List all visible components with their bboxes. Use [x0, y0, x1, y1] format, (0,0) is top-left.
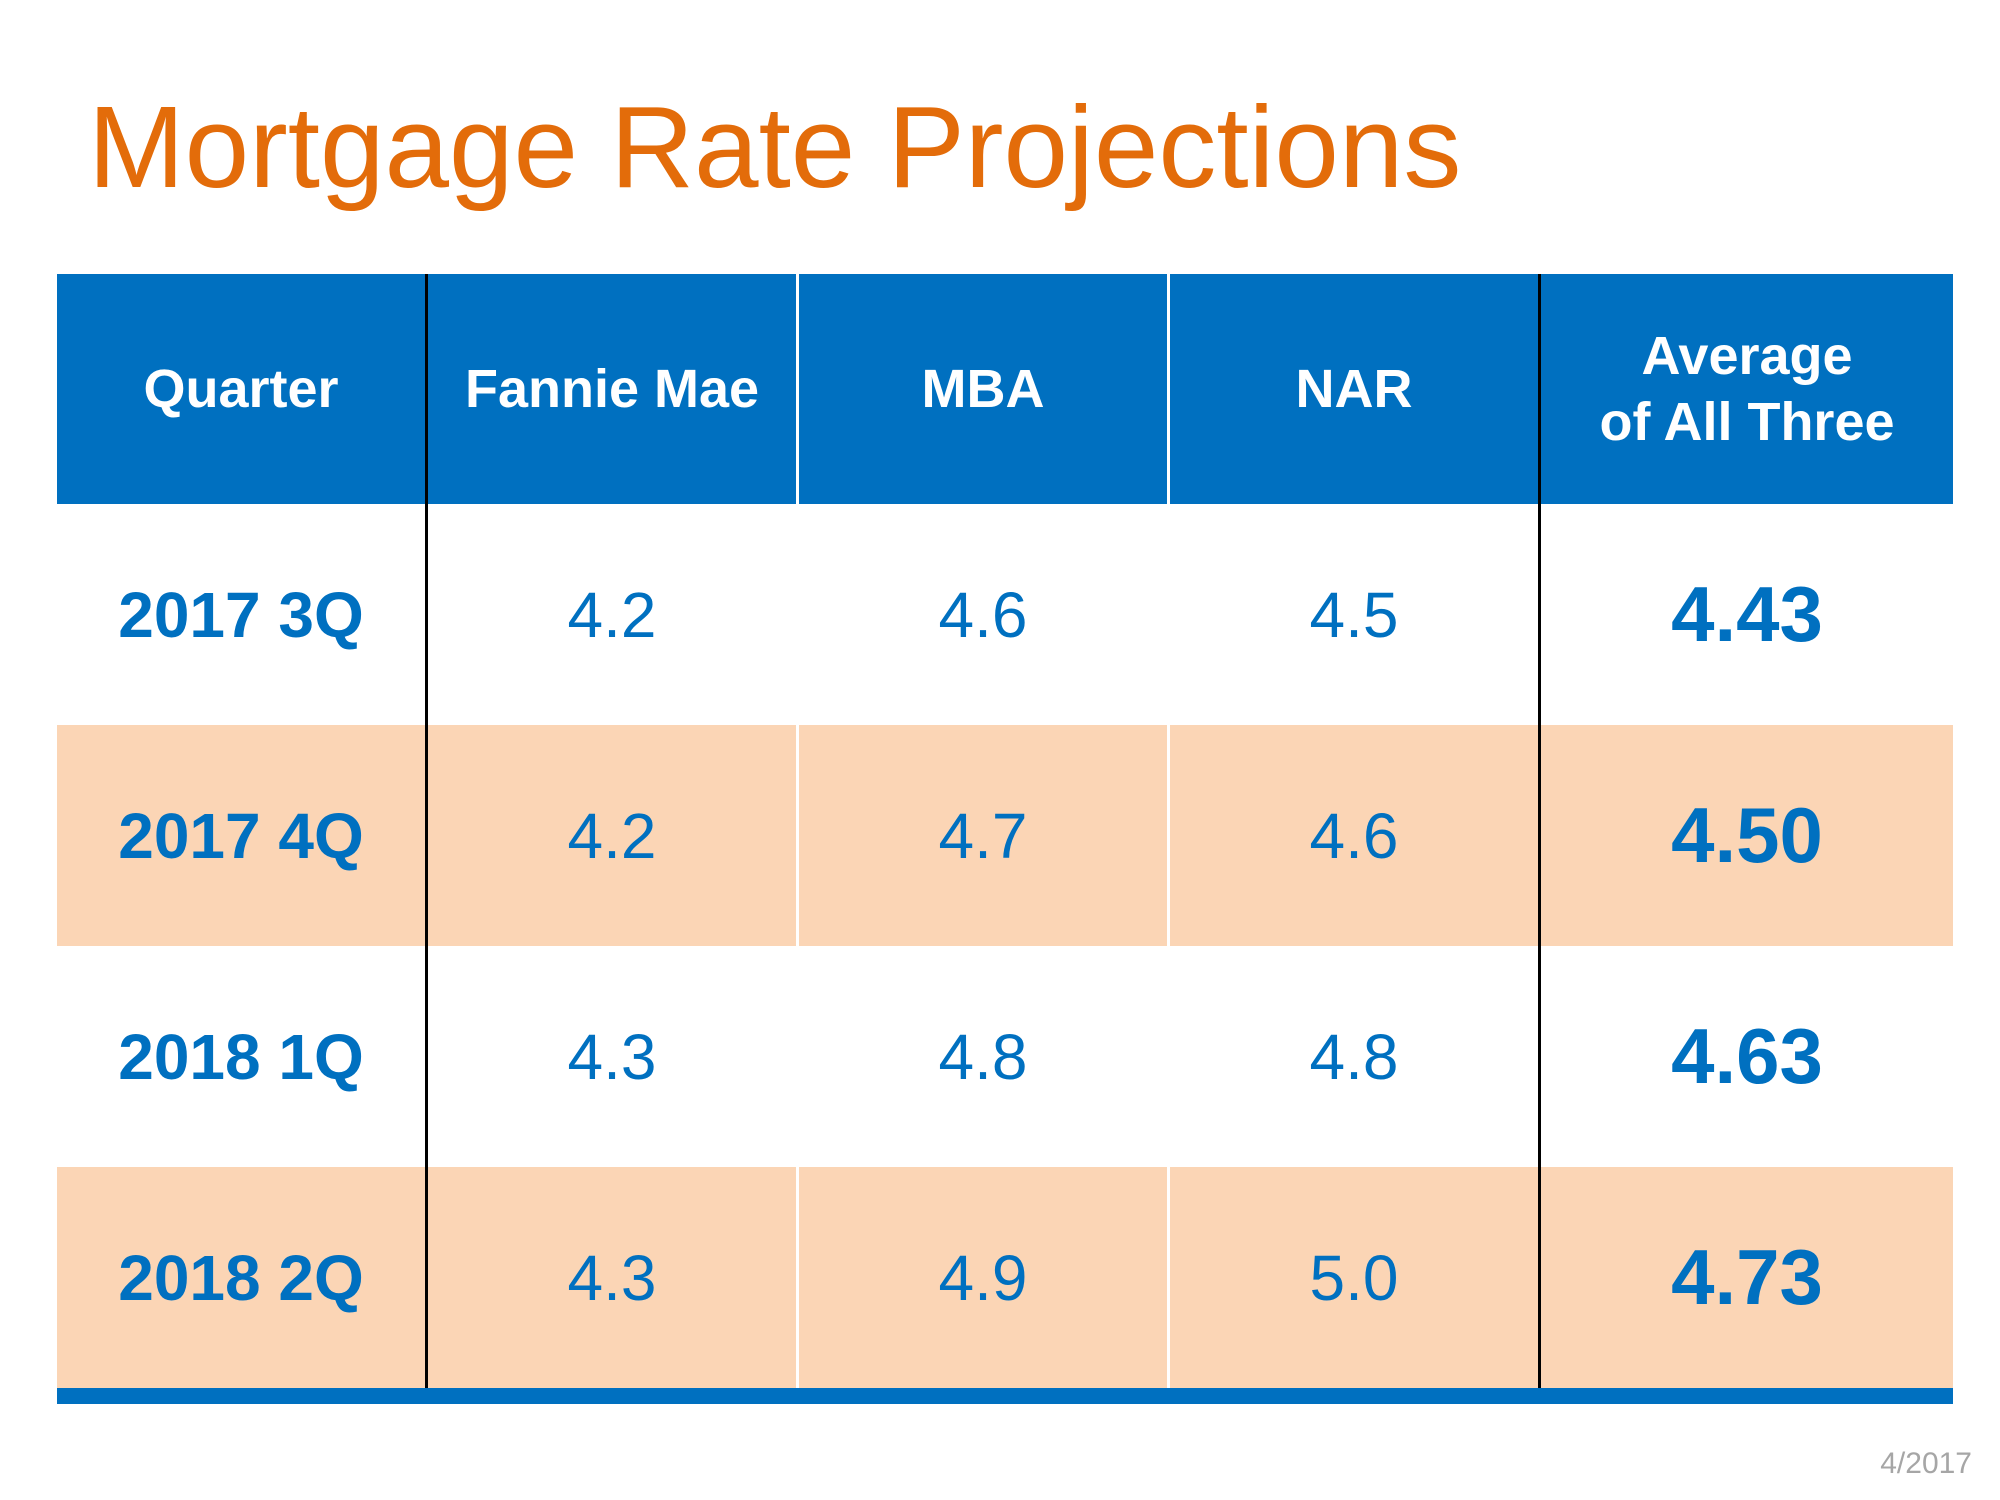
table-row-3-average: 4.63	[1541, 946, 1953, 1167]
table-grid: Quarter Fannie Mae MBA NAR Average of Al…	[57, 274, 1953, 1388]
header-fannie-mae: Fannie Mae	[428, 274, 799, 504]
table-row-1-quarter: 2017 3Q	[57, 504, 428, 725]
table-row-2-quarter: 2017 4Q	[57, 725, 428, 946]
header-quarter: Quarter	[57, 274, 428, 504]
table-row-2-mba: 4.7	[799, 725, 1170, 946]
table-row-1-nar: 4.5	[1170, 504, 1541, 725]
table-row-3-nar: 4.8	[1170, 946, 1541, 1167]
table-row-4-mba: 4.9	[799, 1167, 1170, 1388]
table-row-2-average: 4.50	[1541, 725, 1953, 946]
slide-title: Mortgage Rate Projections	[88, 82, 1462, 212]
header-average: Average of All Three	[1541, 274, 1953, 504]
table-row-4-fannie-mae: 4.3	[428, 1167, 799, 1388]
header-average-line2: of All Three	[1599, 392, 1895, 452]
table-row-1-mba: 4.6	[799, 504, 1170, 725]
table-row-2-nar: 4.6	[1170, 725, 1541, 946]
table-row-3-fannie-mae: 4.3	[428, 946, 799, 1167]
table-bottom-bar	[57, 1388, 1953, 1404]
rate-projections-table: Quarter Fannie Mae MBA NAR Average of Al…	[57, 274, 1953, 1404]
table-row-4-quarter: 2018 2Q	[57, 1167, 428, 1388]
date-stamp: 4/2017	[1880, 1447, 1972, 1480]
table-row-2-fannie-mae: 4.2	[428, 725, 799, 946]
table-row-1-average: 4.43	[1541, 504, 1953, 725]
table-row-3-quarter: 2018 1Q	[57, 946, 428, 1167]
table-row-3-mba: 4.8	[799, 946, 1170, 1167]
table-row-4-average: 4.73	[1541, 1167, 1953, 1388]
table-row-1-fannie-mae: 4.2	[428, 504, 799, 725]
header-mba: MBA	[799, 274, 1170, 504]
header-average-line1: Average	[1641, 326, 1853, 386]
header-nar: NAR	[1170, 274, 1541, 504]
table-row-4-nar: 5.0	[1170, 1167, 1541, 1388]
